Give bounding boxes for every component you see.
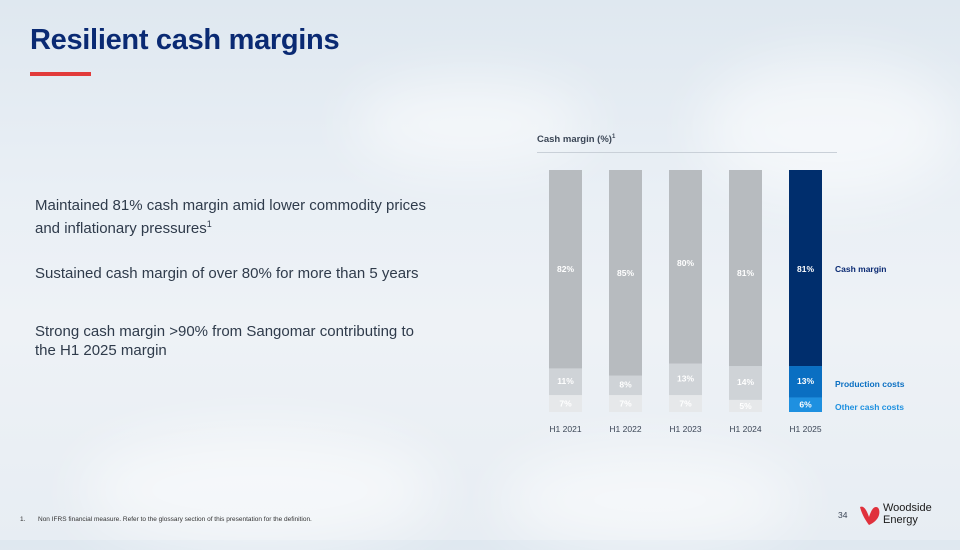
bar-production-costs-2 [669, 363, 702, 396]
bar-other-cash-costs-2 [669, 395, 702, 412]
data-label-cash-margin-4: 81% [797, 264, 814, 274]
bar-cash-margin-3 [729, 170, 762, 367]
bar-production-costs-4 [789, 366, 822, 398]
data-label-production-costs-3: 14% [737, 377, 754, 387]
data-label-other-cash-costs-0: 7% [559, 399, 572, 409]
footnote: 1. Non IFRS financial measure. Refer to t… [20, 516, 312, 523]
x-tick-label-4: H1 2025 [789, 424, 821, 434]
page-title: Resilient cash margins [30, 24, 340, 56]
chart-title-rule [537, 152, 837, 153]
x-tick-label-1: H1 2022 [609, 424, 641, 434]
legend-entry-other-cash-costs: Other cash costs [835, 402, 904, 412]
bullet-2: Sustained cash margin of over 80% for mo… [35, 264, 455, 283]
bar-cash-margin-2 [669, 170, 702, 364]
data-label-other-cash-costs-3: 5% [739, 401, 752, 411]
bar-other-cash-costs-3 [729, 399, 762, 412]
page-number: 34 [838, 510, 848, 520]
data-label-production-costs-2: 13% [677, 373, 694, 383]
data-label-cash-margin-1: 85% [617, 268, 634, 278]
bar-production-costs-1 [609, 375, 642, 396]
bullet-2-text: Sustained cash margin of over 80% for mo… [35, 265, 419, 282]
footnote-text: Non IFRS financial measure. Refer to the… [38, 516, 312, 523]
data-label-cash-margin-3: 81% [737, 268, 754, 278]
footnote-number: 1. [20, 516, 26, 523]
bullet-1-footnote-ref: 1 [206, 219, 212, 229]
bullet-3: Strong cash margin >90% from Sangomar co… [35, 322, 425, 360]
bar-other-cash-costs-0 [549, 395, 582, 412]
legend-entry-cash-margin: Cash margin [835, 264, 887, 274]
bullet-1-text: Maintained 81% cash margin amid lower co… [35, 197, 426, 237]
data-label-other-cash-costs-4: 6% [799, 400, 812, 410]
logo-text-energy: Energy [883, 514, 918, 526]
data-label-other-cash-costs-1: 7% [619, 399, 632, 409]
bullet-3-text: Strong cash margin >90% from Sangomar co… [35, 323, 414, 359]
data-label-cash-margin-0: 82% [557, 264, 574, 274]
bar-production-costs-3 [729, 366, 762, 400]
chart-title-text: Cash margin (%) [537, 134, 612, 146]
bar-other-cash-costs-1 [609, 395, 642, 412]
x-tick-label-3: H1 2024 [729, 424, 761, 434]
bar-cash-margin-0 [549, 170, 582, 369]
data-label-production-costs-1: 8% [619, 379, 632, 389]
chart-title: Cash margin (%)1 [537, 134, 615, 145]
logo-text-woodside: Woodside [883, 502, 932, 514]
woodside-logo-icon [860, 506, 880, 525]
x-tick-label-0: H1 2021 [549, 424, 581, 434]
x-tick-label-2: H1 2023 [669, 424, 701, 434]
chart-title-footnote-ref: 1 [611, 134, 616, 140]
bar-cash-margin-4 [789, 170, 822, 367]
legend-entry-production-costs: Production costs [835, 379, 905, 389]
bar-production-costs-0 [549, 368, 582, 396]
title-accent-bar [30, 72, 91, 76]
data-label-other-cash-costs-2: 7% [679, 399, 692, 409]
data-label-cash-margin-2: 80% [677, 258, 694, 268]
bar-other-cash-costs-4 [789, 397, 822, 412]
data-label-production-costs-0: 11% [557, 376, 574, 386]
bar-cash-margin-1 [609, 170, 642, 376]
bullet-1: Maintained 81% cash margin amid lower co… [35, 196, 455, 238]
data-label-production-costs-4: 13% [797, 376, 814, 386]
